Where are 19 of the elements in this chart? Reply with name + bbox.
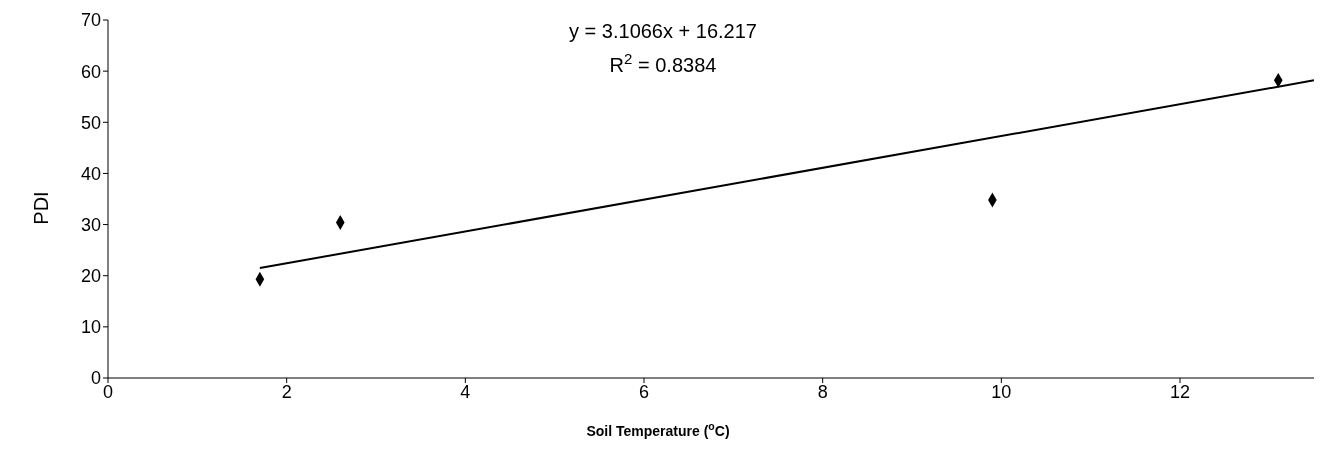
x-tick-label: 12 [1169, 381, 1191, 402]
x-tick-label: 2 [281, 381, 292, 402]
x-tick-label: 8 [817, 381, 828, 402]
y-axis-title: PDI [30, 191, 52, 225]
x-axis-title: Soil Temperature ($^{o}$C) [586, 420, 730, 439]
x-tick-label: 6 [638, 381, 650, 402]
y-tick-label: 30 [80, 214, 101, 235]
y-tick-label: 10 [80, 317, 101, 338]
y-tick-label: 0 [90, 368, 101, 389]
x-tick-label: 4 [460, 381, 471, 402]
annotation: R$^{2}$ = 0.8384 [609, 49, 717, 76]
y-tick-label: 50 [80, 112, 101, 133]
annotation: y = 3.1066x + 16.217 [569, 20, 757, 42]
x-tick-label: 10 [991, 381, 1012, 402]
y-tick-label: 40 [80, 163, 101, 184]
y-tick-label: 20 [80, 266, 101, 287]
y-tick-label: 60 [80, 61, 101, 82]
y-tick-label: 70 [80, 10, 101, 31]
x-tick-label: 0 [102, 381, 114, 402]
